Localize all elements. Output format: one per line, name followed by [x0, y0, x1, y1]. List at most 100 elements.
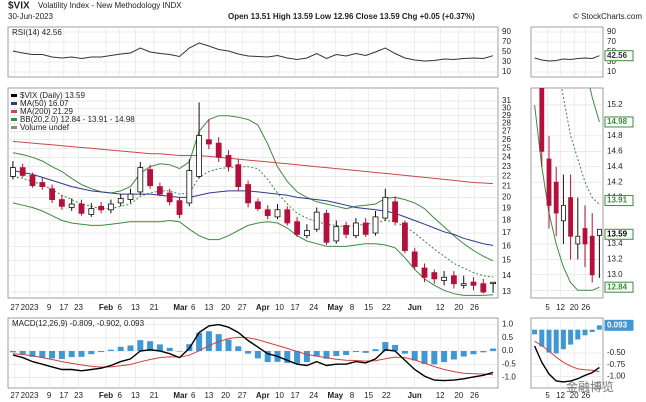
- quote: Open 13.51 High 13.59 Low 12.96 Close 13…: [228, 12, 475, 21]
- x-tick-label: 9: [47, 391, 52, 400]
- histogram-bar: [323, 351, 330, 359]
- candle-body: [401, 222, 408, 251]
- candle-body: [460, 283, 467, 286]
- legend-swatch: [11, 110, 17, 113]
- histogram-bar: [546, 329, 552, 353]
- histogram-bar: [532, 329, 538, 335]
- histogram-bar: [107, 349, 114, 352]
- x-tick-label: 26: [581, 303, 590, 312]
- x-tick-label: 8: [350, 303, 355, 312]
- histogram-bar: [343, 351, 350, 355]
- histogram-bar: [460, 351, 467, 357]
- candle-body: [254, 201, 261, 210]
- y-tick-label: 30: [607, 57, 616, 66]
- histogram-bar: [539, 329, 545, 347]
- candle-body: [294, 221, 301, 235]
- date: 30-Jun-2023: [8, 12, 53, 21]
- y-tick-label: 15.2: [607, 100, 623, 109]
- value-box: [604, 228, 634, 240]
- y-tick-label: -0.75: [607, 360, 626, 369]
- histogram-bar: [264, 351, 271, 363]
- y-tick-label: -0.5: [502, 359, 516, 368]
- value-box: [604, 319, 634, 331]
- legend-swatch: [11, 118, 17, 121]
- candle-body: [431, 272, 438, 280]
- candle-body: [166, 192, 173, 203]
- y-tick-label: 23: [502, 162, 511, 171]
- candle-body: [568, 197, 573, 237]
- y-tick-label: 25: [502, 143, 511, 152]
- x-tick-label: 17: [291, 303, 300, 312]
- histogram-bar: [568, 329, 574, 345]
- candle-body: [372, 216, 379, 234]
- value-box-label: 13.59: [607, 229, 628, 238]
- x-tick-label: 20: [454, 391, 463, 400]
- symbol: $VIX: [8, 1, 30, 12]
- legend-label: Volume undef: [20, 123, 70, 132]
- x-tick-label: 21: [150, 303, 159, 312]
- y-tick-label: 14: [502, 271, 511, 280]
- line: [12, 336, 494, 376]
- x-tick-label: 23: [74, 303, 83, 312]
- x-tick-label: Apr: [256, 391, 270, 400]
- candle-body: [196, 135, 203, 177]
- candle-body: [470, 281, 477, 286]
- x-tick-label: 26: [470, 391, 479, 400]
- candle-body: [127, 193, 134, 200]
- histogram-bar: [49, 351, 56, 359]
- candle-body: [264, 209, 271, 217]
- value-box-label: 0.093: [607, 320, 628, 329]
- x-tick-label: 27: [238, 391, 247, 400]
- histogram-bar: [401, 351, 408, 354]
- candle-body: [490, 281, 497, 284]
- value-box: [604, 281, 634, 293]
- x-tick-label: 20: [221, 303, 230, 312]
- histogram-bar: [352, 351, 359, 353]
- line: [12, 140, 494, 185]
- histogram-bar: [147, 341, 154, 352]
- y-tick-label: 30: [502, 103, 511, 112]
- y-tick-label: 70: [607, 37, 616, 46]
- histogram-bar: [490, 348, 497, 352]
- candle-body: [29, 175, 36, 186]
- candle-body: [597, 228, 602, 236]
- histogram-bar: [29, 351, 36, 357]
- histogram-bar: [235, 346, 242, 352]
- y-tick-label: 31: [502, 96, 511, 105]
- y-tick-label: 18: [502, 216, 511, 225]
- x-tick-label: 26: [581, 391, 590, 400]
- y-tick-label: 29: [502, 111, 511, 120]
- candle-body: [88, 208, 95, 215]
- candle-body: [235, 164, 242, 188]
- candle-body: [68, 203, 75, 208]
- x-tick-label: 2023: [21, 391, 39, 400]
- value-box-label: 13.91: [607, 196, 628, 205]
- histogram-bar: [441, 351, 448, 363]
- y-tick-label: 30: [502, 57, 511, 66]
- histogram-bar: [9, 351, 16, 353]
- candle-body: [589, 235, 595, 276]
- x-tick-label: 17: [59, 303, 68, 312]
- histogram-bar: [362, 351, 369, 353]
- histogram-bar: [58, 351, 65, 359]
- candle-body: [176, 200, 183, 215]
- x-tick-label: 13: [204, 303, 213, 312]
- y-tick-label: -0.50: [607, 348, 626, 357]
- candle-body: [78, 203, 85, 214]
- x-tick-label: 20: [570, 391, 579, 400]
- candle-body: [137, 167, 144, 193]
- x-tick-label: 24: [309, 303, 318, 312]
- histogram-bar: [205, 331, 212, 352]
- x-tick-label: Jun: [408, 391, 422, 400]
- x-tick-label: 13: [131, 391, 140, 400]
- x-tick-label: 22: [382, 391, 391, 400]
- x-tick-label: 10: [275, 303, 284, 312]
- candle-body: [205, 139, 212, 145]
- x-tick-label: 2023: [21, 303, 39, 312]
- symbol-name: Volatility Index - New Methodology INDX: [38, 1, 182, 10]
- histogram-bar: [176, 351, 183, 352]
- line: [534, 104, 600, 291]
- y-tick-label: 14.2: [607, 177, 623, 186]
- y-tick-label: 14.8: [607, 131, 623, 140]
